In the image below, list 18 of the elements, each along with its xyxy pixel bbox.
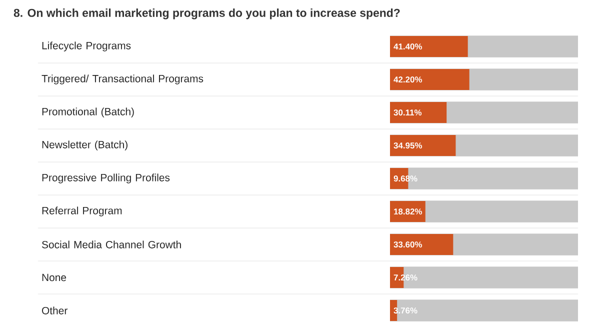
y-tick-label: Social Media Channel Growth xyxy=(42,240,181,248)
y-tick-label: Newsletter (Batch) xyxy=(42,140,128,150)
data-label: 41.40% xyxy=(394,44,422,50)
y-tick-label: Other xyxy=(42,306,68,314)
data-label: 34.95% xyxy=(394,142,422,149)
y-tick-label: Promotional (Batch) xyxy=(42,108,134,118)
y-tick-label: Lifecycle Programs xyxy=(42,42,131,52)
y-tick-label: None xyxy=(42,274,66,282)
text: 8. On which email marketing programs do you plan to increase spend? xyxy=(14,8,400,20)
y-tick-label: Referral Program xyxy=(42,206,122,216)
bar xyxy=(390,102,447,124)
data-label: 42.20% xyxy=(394,76,422,83)
bar xyxy=(390,201,426,222)
data-label: 18.82% xyxy=(394,208,422,214)
y-tick-label: Triggered/ Transactional Programs xyxy=(42,74,204,84)
data-label: 30.11% xyxy=(394,110,422,116)
data-label: 33.60% xyxy=(394,242,422,248)
y-tick-label: Progressive Polling Profiles xyxy=(42,174,170,184)
